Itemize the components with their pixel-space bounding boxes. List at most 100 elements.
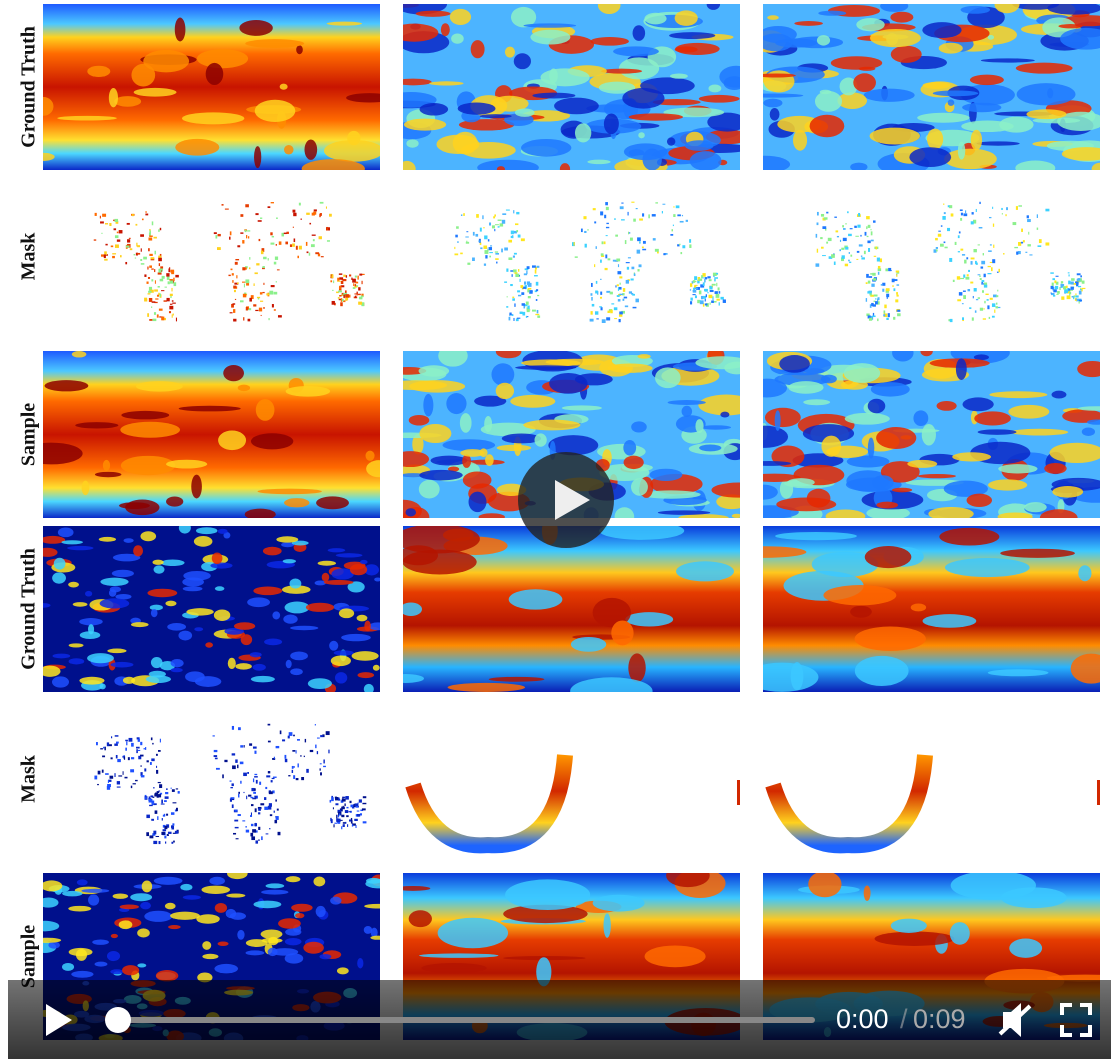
mask-point — [990, 244, 992, 245]
mask-point — [716, 274, 717, 275]
mask-point — [611, 303, 614, 304]
mask-point — [243, 294, 246, 298]
map-feature — [593, 895, 645, 912]
map-feature — [370, 936, 384, 940]
mask-point — [508, 240, 512, 243]
mask-point — [326, 731, 330, 735]
map-feature — [72, 351, 87, 358]
mask-point — [140, 234, 144, 237]
mask-point — [973, 296, 974, 298]
mask-point — [991, 267, 993, 271]
mask-point — [820, 237, 822, 239]
map-feature — [365, 879, 394, 888]
map-feature — [967, 494, 992, 507]
mask-point — [141, 775, 145, 777]
mask-point — [217, 247, 221, 250]
mask-point — [169, 306, 173, 310]
mask-point — [240, 762, 244, 765]
mask-point — [354, 819, 358, 821]
mask-point — [111, 757, 113, 759]
map-feature — [712, 483, 766, 498]
progress-knob[interactable] — [105, 1007, 131, 1033]
mask-point — [972, 212, 974, 214]
mask-point — [151, 737, 153, 740]
map-feature — [261, 930, 283, 939]
map-feature — [823, 585, 896, 605]
map-feature — [339, 608, 354, 618]
map-cell — [94, 202, 365, 322]
map-feature — [179, 522, 191, 533]
mask-point — [593, 208, 596, 210]
mask-point — [978, 274, 981, 275]
mask-point — [276, 244, 277, 246]
map-feature — [235, 663, 252, 670]
mask-point — [1057, 291, 1060, 294]
mask-point — [313, 239, 315, 241]
mask-point — [164, 826, 167, 829]
mask-point — [146, 832, 149, 836]
map-feature — [460, 413, 472, 433]
map-feature — [196, 527, 217, 534]
map-feature — [336, 553, 363, 557]
mask-point — [330, 280, 332, 282]
map-feature — [956, 358, 967, 380]
mask-point — [522, 303, 525, 306]
mask-point — [161, 832, 165, 835]
map-feature — [285, 602, 310, 614]
mask-point — [126, 741, 127, 745]
mask-point — [240, 232, 243, 233]
mask-point — [961, 213, 963, 216]
map-feature — [369, 622, 387, 630]
map-feature — [927, 129, 943, 150]
mask-point — [234, 820, 238, 822]
mask-point — [720, 297, 723, 300]
mask-point — [504, 281, 507, 282]
mask-point — [873, 278, 876, 280]
map-feature — [364, 684, 374, 694]
mask-point — [512, 314, 513, 316]
mask-point — [320, 213, 322, 216]
map-feature — [400, 603, 422, 617]
mask-point — [333, 824, 334, 827]
map-feature — [119, 920, 133, 929]
map-cell — [413, 755, 740, 845]
mask-point — [942, 216, 945, 220]
mask-point — [108, 780, 109, 783]
map-feature — [645, 945, 706, 967]
map-feature — [405, 508, 416, 516]
map-feature — [685, 140, 714, 151]
mask-point — [483, 246, 487, 249]
map-feature — [398, 161, 416, 177]
map-feature — [385, 500, 421, 522]
mask-point — [1027, 215, 1029, 218]
mask-point — [246, 307, 248, 310]
map-feature — [228, 658, 236, 669]
map-feature — [328, 548, 346, 552]
mask-point — [682, 245, 685, 248]
mask-point — [1079, 300, 1082, 302]
mask-point — [596, 246, 597, 249]
mask-point — [701, 275, 703, 278]
progress-track[interactable] — [118, 1017, 815, 1023]
map-feature — [364, 621, 370, 632]
mask-point — [242, 282, 245, 283]
mask-point — [352, 824, 353, 826]
mask-point — [281, 233, 284, 237]
map-feature — [989, 391, 1047, 398]
mask-point — [355, 803, 359, 806]
mask-point — [870, 229, 871, 230]
mask-point — [96, 742, 98, 745]
mask-point — [263, 283, 264, 285]
map-feature — [637, 354, 650, 358]
mask-point — [993, 224, 994, 227]
mask-point — [117, 781, 120, 784]
map-feature — [891, 919, 927, 933]
mask-point — [716, 299, 719, 301]
map-feature — [515, 108, 535, 117]
mask-point — [359, 274, 362, 276]
mask-point — [230, 787, 233, 788]
mask-point — [293, 227, 294, 228]
map-feature — [183, 586, 203, 591]
mask-point — [528, 296, 531, 298]
mask-point — [312, 235, 316, 236]
